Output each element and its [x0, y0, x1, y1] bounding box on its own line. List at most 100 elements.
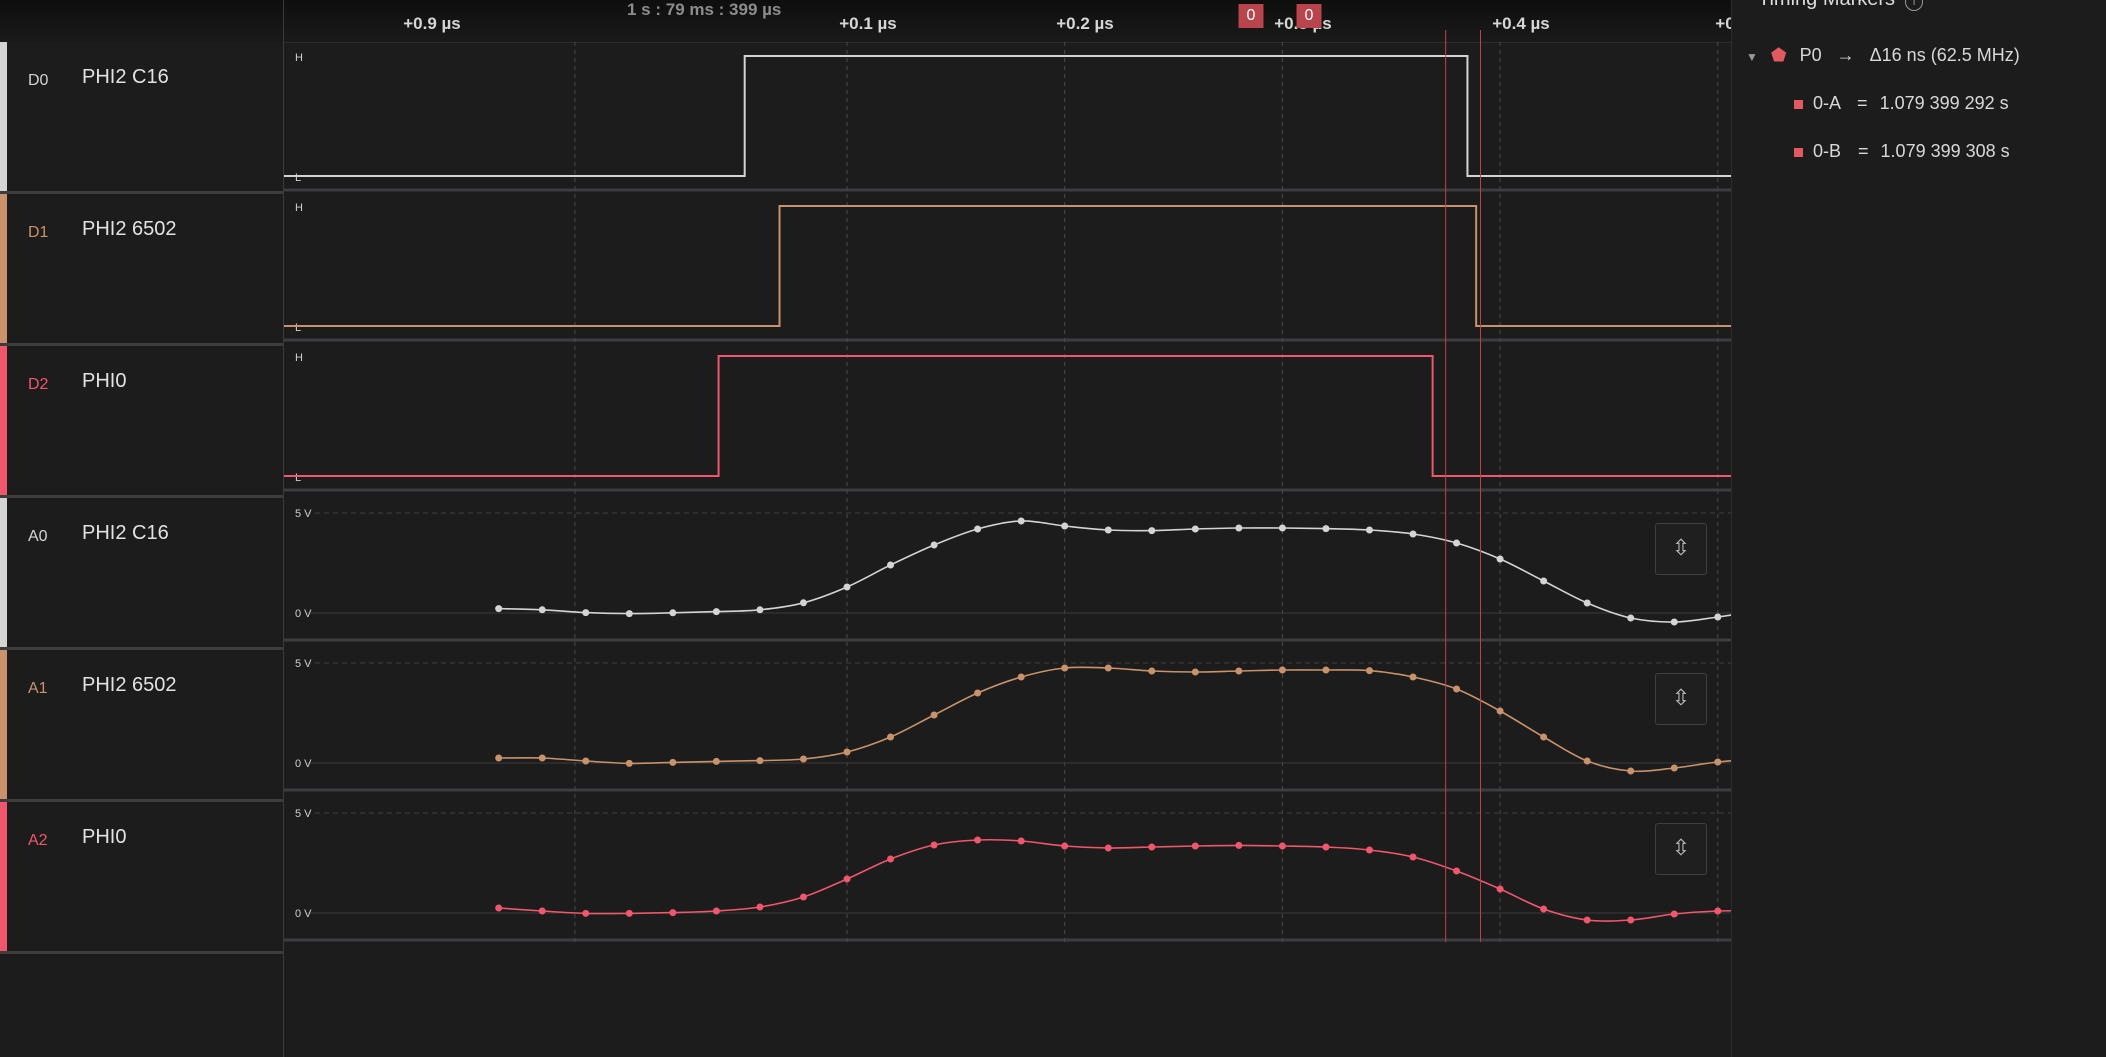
arrow-right-icon: → [1836, 45, 1855, 65]
marker-square-icon [1794, 147, 1803, 157]
sample-point [756, 903, 764, 911]
channel-row-a0[interactable]: A0 PHI2 C16 [0, 498, 283, 650]
channel-id: D1 [28, 224, 49, 241]
marker-value: 1.079 399 292 s [1879, 93, 2009, 113]
sample-point [1496, 555, 1504, 563]
sample-point [974, 689, 982, 697]
chevron-down-icon[interactable]: ▼ [1746, 50, 1758, 64]
channel-id: D0 [28, 72, 49, 89]
marker-flag-a[interactable]: 0 [1238, 4, 1264, 28]
sample-point [799, 893, 807, 901]
sample-point [1278, 524, 1286, 532]
channel-name[interactable]: PHI0 [82, 370, 127, 392]
channel-name[interactable]: PHI0 [82, 826, 127, 848]
tick-label: +0.9 µs [403, 14, 461, 33]
channel-color-stripe [0, 650, 7, 799]
sample-point [1627, 767, 1635, 775]
channel-name[interactable]: PHI2 6502 [82, 674, 177, 696]
sample-point [1365, 526, 1373, 534]
sample-point [538, 907, 546, 915]
channel-name[interactable]: PHI2 6502 [82, 218, 177, 240]
auto-scale-button-a0[interactable]: ⇳ [1655, 523, 1707, 575]
scale-label-bottom: 0 V [295, 908, 312, 920]
sample-point [1583, 916, 1591, 924]
sample-point [1061, 522, 1069, 530]
tick-label: +0.4 µs [1492, 14, 1550, 33]
analog-trace [498, 838, 1732, 922]
sample-point [1670, 618, 1678, 626]
sample-point [1104, 844, 1112, 852]
channel-name[interactable]: PHI2 C16 [82, 522, 169, 544]
sample-point [1235, 524, 1243, 532]
sample-point [1583, 599, 1591, 607]
sample-point [799, 599, 807, 607]
channel-row-a2[interactable]: A2 PHI0 [0, 802, 283, 954]
tick-label: +0.1 µs [839, 14, 897, 33]
sample-point [495, 904, 503, 912]
level-label-high: H [295, 202, 303, 214]
sample-point [1409, 530, 1417, 538]
sample-point [495, 754, 503, 762]
time-ruler[interactable]: 1 s : 79 ms : 399 µs +0.9 µs +0.1 µs +0.… [0, 0, 1735, 43]
sample-point [1540, 905, 1548, 913]
sample-point [712, 757, 720, 765]
sample-point [538, 606, 546, 614]
sample-point [1191, 668, 1199, 676]
tick-label: +0 [1715, 14, 1735, 33]
auto-scale-button-a1[interactable]: ⇳ [1655, 673, 1707, 725]
sample-point [843, 583, 851, 591]
sample-point [1453, 539, 1461, 547]
channel-color-stripe [0, 42, 7, 191]
sample-point [1540, 733, 1548, 741]
channel-row-a1[interactable]: A1 PHI2 6502 [0, 650, 283, 802]
sample-point [756, 757, 764, 765]
sample-point [538, 754, 546, 762]
sample-point [1104, 526, 1112, 534]
channel-id: A2 [28, 832, 48, 849]
channel-color-stripe [0, 346, 7, 495]
digital-trace [284, 355, 1732, 477]
marker-flag-b[interactable]: 0 [1296, 4, 1322, 28]
marker-value: 1.079 399 308 s [1880, 141, 2010, 161]
waveform-canvas[interactable]: H L H L H L 5 V 0 V 5 V 0 V 5 V 0 V [284, 0, 1732, 1057]
sample-point [1583, 757, 1591, 765]
waveform-plot-area[interactable]: H L H L H L 5 V 0 V 5 V 0 V 5 V 0 V ⇳ ⇳ ⇳ [283, 0, 1732, 1057]
panel-title: Timing Markers i [1758, 0, 1924, 11]
sample-point [974, 525, 982, 533]
level-label-low: L [295, 172, 301, 184]
auto-scale-button-a2[interactable]: ⇳ [1655, 823, 1707, 875]
channel-row-d1[interactable]: D1 PHI2 6502 [0, 194, 283, 346]
sample-point [930, 711, 938, 719]
sample-point [1235, 841, 1243, 849]
sample-point [1409, 853, 1417, 861]
sample-point [799, 755, 807, 763]
sample-point [1627, 916, 1635, 924]
sample-point [1670, 910, 1678, 918]
sample-point [1278, 842, 1286, 850]
sample-point [1627, 614, 1635, 622]
marker-square-icon [1794, 99, 1803, 109]
info-icon[interactable]: i [1905, 0, 1924, 11]
channel-name[interactable]: PHI2 C16 [82, 66, 169, 88]
channel-color-stripe [0, 194, 7, 343]
marker-item-row[interactable]: 0-B = 1.079 399 308 s [1794, 141, 2010, 162]
analog-trace [498, 666, 1732, 773]
channel-row-d2[interactable]: D2 PHI0 [0, 346, 283, 498]
channel-color-stripe [0, 498, 7, 647]
sample-point [1017, 673, 1025, 681]
sample-point [1235, 667, 1243, 675]
marker-pair-row[interactable]: ▼ ⬟ P0 → Δ16 ns (62.5 MHz) [1746, 45, 2020, 66]
channel-id: A0 [28, 528, 48, 545]
sample-point [1540, 577, 1548, 585]
sample-point [1714, 907, 1722, 915]
sample-point [669, 758, 677, 766]
channel-row-d0[interactable]: D0 PHI2 C16 [0, 42, 283, 194]
scale-label-top: 5 V [295, 508, 312, 520]
sample-point [1104, 664, 1112, 672]
tick-label: +0.2 µs [1056, 14, 1114, 33]
sample-point [495, 605, 503, 613]
sample-point [1496, 707, 1504, 715]
sample-point [1322, 666, 1330, 674]
marker-item-row[interactable]: 0-A = 1.079 399 292 s [1794, 93, 2009, 114]
level-label-low: L [295, 472, 301, 484]
